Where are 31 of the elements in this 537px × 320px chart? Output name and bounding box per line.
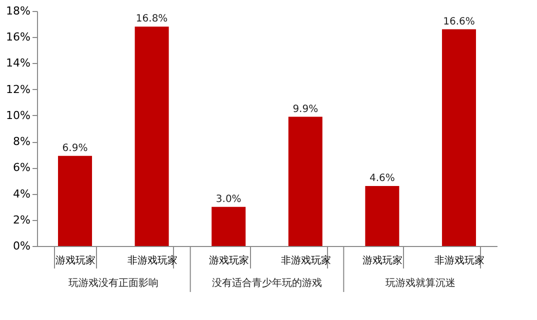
x-tick-label: 游戏玩家 <box>209 254 250 266</box>
x-tick-label: 游戏玩家 <box>362 254 403 266</box>
bar <box>212 206 246 246</box>
bar <box>288 116 322 246</box>
data-label: 4.6% <box>369 172 395 184</box>
y-tick-label: 10% <box>6 108 30 122</box>
y-tick-label: 16% <box>6 30 30 44</box>
y-tick-label: 2% <box>13 213 30 226</box>
data-label: 16.6% <box>443 16 475 28</box>
bar <box>365 186 400 246</box>
y-tick-label: 18% <box>6 4 30 18</box>
data-label: 6.9% <box>62 142 88 154</box>
y-tick-label: 0% <box>13 240 30 252</box>
x-tick-label: 非游戏玩家 <box>434 254 484 266</box>
x-tick-label: 非游戏玩家 <box>280 254 331 266</box>
data-label: 9.9% <box>292 104 318 115</box>
text: 玩游戏没有正面影响 <box>68 277 159 289</box>
y-tick-label: 14% <box>6 56 30 70</box>
x-tick-label: 非游戏玩家 <box>127 254 178 266</box>
y-tick-label: 4% <box>13 187 30 200</box>
bar <box>134 26 169 246</box>
data-label: 16.8% <box>136 14 168 25</box>
text: 没有适合青少年玩的游戏 <box>212 277 322 289</box>
text: 玩游戏就算沉迷 <box>385 277 456 289</box>
y-tick-label: 6% <box>13 161 30 174</box>
y-tick-label: 8% <box>13 135 30 148</box>
bar <box>442 29 476 246</box>
x-tick-label: 游戏玩家 <box>56 254 96 266</box>
bar <box>58 156 92 246</box>
data-label: 3.0% <box>216 194 242 205</box>
y-tick-label: 12% <box>6 82 30 96</box>
